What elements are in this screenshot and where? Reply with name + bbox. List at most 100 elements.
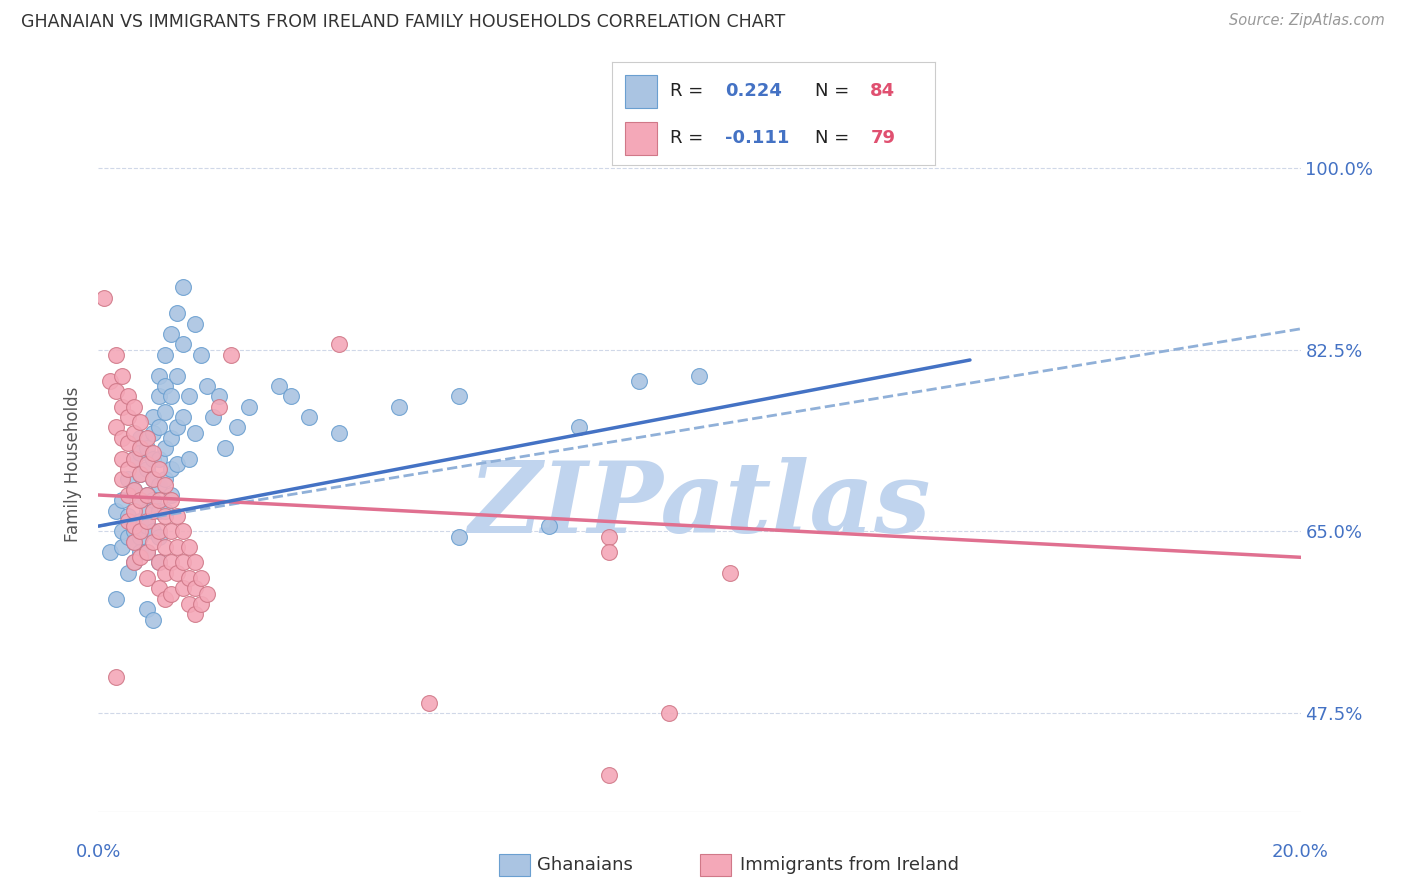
Text: ZIPatlas: ZIPatlas (468, 458, 931, 554)
Point (141, 613, 163, 627)
Point (135, 488, 157, 502)
Point (124, 451, 146, 466)
Point (148, 529, 170, 543)
Point (195, 379, 218, 393)
Point (117, 529, 139, 543)
Point (153, 591, 176, 606)
Point (117, 410, 139, 425)
Point (153, 472, 176, 486)
Point (124, 534, 146, 549)
Point (172, 280, 194, 294)
Point (135, 571, 157, 585)
Point (298, 410, 321, 425)
Point (190, 571, 212, 585)
Point (172, 556, 194, 570)
Point (117, 472, 139, 486)
Point (111, 400, 134, 414)
Point (689, 368, 711, 383)
Point (111, 493, 134, 508)
Point (124, 483, 146, 497)
Point (129, 545, 152, 559)
Point (148, 582, 170, 596)
Point (117, 436, 139, 450)
Point (166, 420, 188, 434)
Text: GHANAIAN VS IMMIGRANTS FROM IRELAND FAMILY HOUSEHOLDS CORRELATION CHART: GHANAIAN VS IMMIGRANTS FROM IRELAND FAMI… (21, 13, 786, 31)
Point (129, 467, 152, 482)
Point (93, 291, 115, 305)
Point (388, 400, 411, 414)
Point (153, 540, 176, 554)
Point (148, 389, 170, 403)
Text: 84: 84 (870, 82, 896, 100)
Point (117, 514, 139, 528)
Point (141, 446, 163, 460)
Point (124, 556, 146, 570)
Point (598, 545, 620, 559)
Point (117, 488, 139, 502)
Point (658, 706, 681, 720)
Point (141, 451, 163, 466)
Point (159, 326, 181, 341)
Point (159, 587, 181, 601)
Point (129, 467, 152, 482)
Point (135, 519, 157, 533)
Point (418, 696, 440, 710)
Text: 0.0%: 0.0% (76, 843, 121, 861)
Point (117, 566, 139, 580)
Point (135, 462, 157, 476)
Point (141, 493, 163, 508)
Point (208, 400, 231, 414)
Point (129, 550, 152, 565)
Point (153, 566, 176, 580)
Point (117, 462, 139, 476)
Point (135, 488, 157, 502)
Point (124, 534, 146, 549)
Point (124, 483, 146, 497)
Point (124, 425, 146, 440)
Point (190, 348, 212, 362)
Point (159, 556, 181, 570)
Point (153, 503, 176, 517)
Point (225, 420, 247, 434)
Point (141, 472, 163, 486)
Bar (624, 75, 657, 108)
Point (172, 524, 194, 539)
Point (219, 348, 242, 362)
Text: Immigrants from Ireland: Immigrants from Ireland (740, 856, 959, 874)
Text: N =: N = (815, 82, 855, 100)
Point (166, 457, 188, 471)
Point (129, 442, 152, 456)
Point (177, 389, 200, 403)
Point (111, 524, 134, 539)
Point (598, 529, 620, 543)
Point (166, 566, 188, 580)
Point (129, 446, 152, 460)
Point (100, 374, 122, 388)
Point (447, 389, 470, 403)
Point (135, 545, 157, 559)
Point (628, 374, 651, 388)
Point (124, 503, 146, 517)
Point (153, 405, 176, 419)
Point (148, 503, 170, 517)
Point (447, 529, 470, 543)
Point (105, 670, 128, 684)
Point (148, 556, 170, 570)
Point (159, 462, 181, 476)
Point (105, 591, 128, 606)
Point (166, 368, 188, 383)
Point (328, 425, 350, 440)
Point (105, 384, 128, 399)
Point (111, 540, 134, 554)
Point (718, 566, 741, 580)
Point (153, 477, 176, 491)
Point (135, 514, 157, 528)
Point (183, 425, 205, 440)
Text: Ghanaians: Ghanaians (537, 856, 633, 874)
Point (129, 415, 152, 429)
Point (177, 540, 200, 554)
Point (153, 442, 176, 456)
Point (153, 348, 176, 362)
Text: -0.111: -0.111 (725, 129, 789, 147)
Point (568, 420, 591, 434)
